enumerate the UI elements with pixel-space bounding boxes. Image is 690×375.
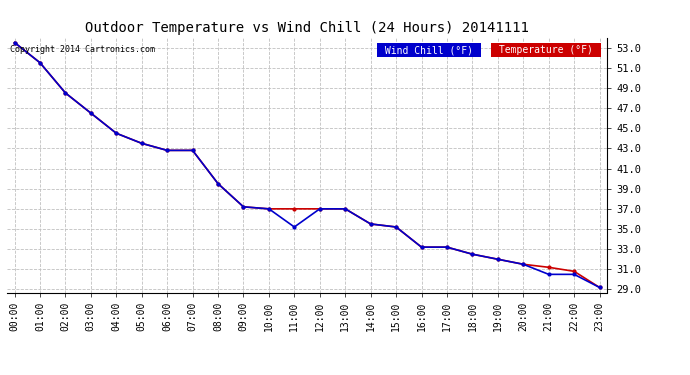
Title: Outdoor Temperature vs Wind Chill (24 Hours) 20141111: Outdoor Temperature vs Wind Chill (24 Ho… — [85, 21, 529, 35]
Text: Temperature (°F): Temperature (°F) — [493, 45, 599, 55]
Text: Copyright 2014 Cartronics.com: Copyright 2014 Cartronics.com — [10, 45, 155, 54]
Text: Wind Chill (°F): Wind Chill (°F) — [379, 45, 479, 55]
